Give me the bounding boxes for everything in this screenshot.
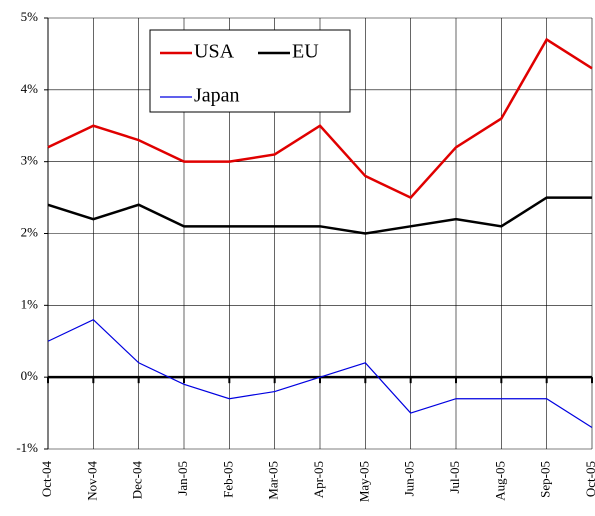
x-tick-label: Feb-05	[220, 461, 235, 498]
x-tick-label: Jun-05	[402, 461, 417, 496]
y-tick-label: 1%	[21, 296, 39, 311]
y-tick-label: 0%	[21, 368, 39, 383]
y-tick-label: 4%	[21, 81, 39, 96]
series-line	[47, 196, 592, 235]
x-tick-label: May-05	[356, 461, 371, 502]
y-tick-label: -1%	[16, 440, 38, 455]
legend-label: Japan	[194, 85, 240, 107]
series-line	[47, 37, 593, 200]
series-line	[47, 318, 593, 428]
x-tick-label: Jul-05	[447, 461, 462, 494]
legend-box	[149, 29, 351, 113]
x-tick-label: Oct-04	[39, 461, 54, 498]
x-tick-label: Nov-04	[84, 461, 99, 501]
legend-label: USA	[194, 41, 235, 63]
y-tick-label: 2%	[21, 224, 39, 239]
y-tick-label: 3%	[21, 153, 39, 168]
y-tick-label: 5%	[21, 9, 39, 24]
x-tick-label: Mar-05	[266, 461, 281, 500]
x-tick-label: Aug-05	[492, 461, 507, 501]
x-tick-label: Apr-05	[311, 461, 326, 498]
x-tick-label: Jan-05	[175, 461, 190, 496]
legend-label: EU	[292, 41, 319, 63]
x-tick-label: Oct-05	[583, 461, 595, 497]
x-tick-label: Sep-05	[538, 461, 553, 498]
x-tick-label: Dec-04	[130, 461, 145, 500]
